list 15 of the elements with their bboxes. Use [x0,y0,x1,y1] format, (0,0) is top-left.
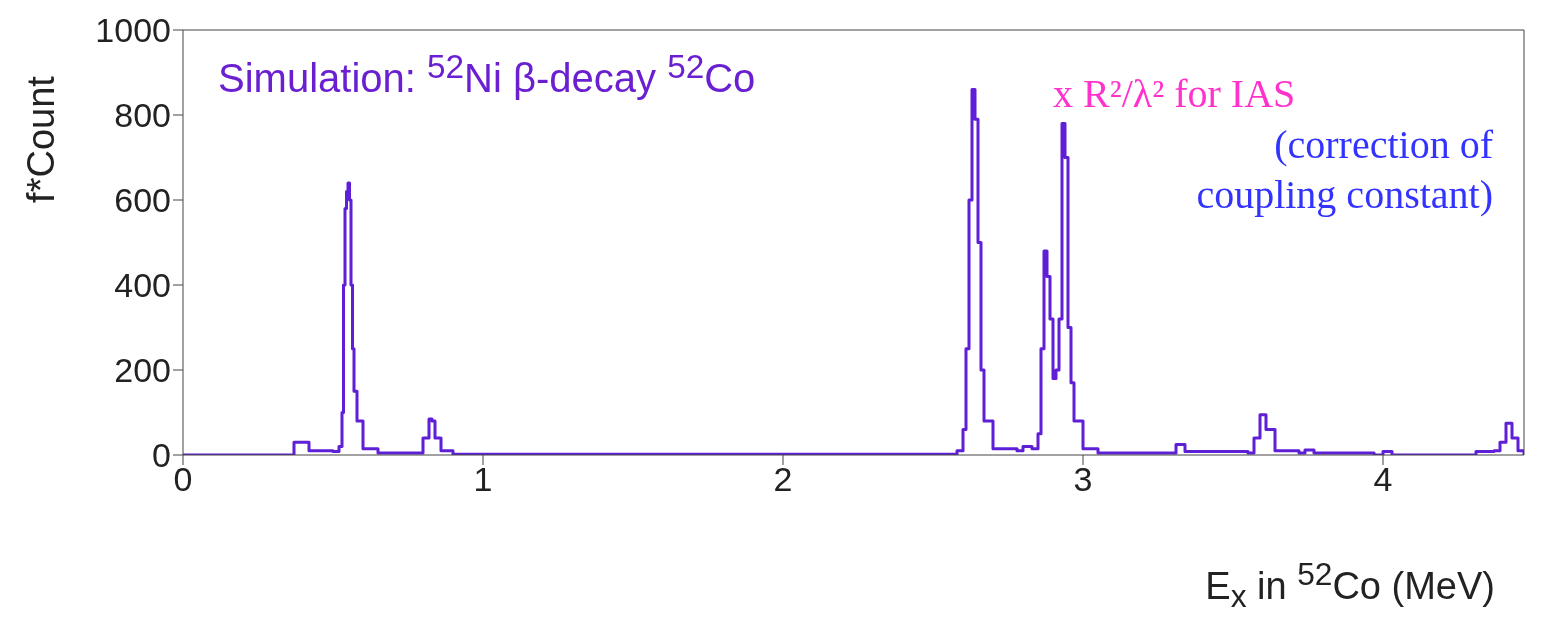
x-tick-label: 2 [773,460,793,499]
y-tick-label: 400 [114,266,171,305]
y-tick-label: 1000 [95,11,171,50]
y-tick-label: 200 [114,351,171,390]
y-tick-label: 0 [152,436,171,475]
y-tick-label: 600 [114,181,171,220]
y-tick-label: 800 [114,96,171,135]
x-tick-label: 4 [1373,460,1393,499]
annotation: (correction of coupling constant) [1195,121,1493,219]
x-axis-title: E$_{x}$ in $^{52}$Co (MeV) [1205,556,1495,616]
x-tick-label: 1 [473,460,493,499]
text: Simulation: $^{52}$Ni β-decay $^{52}$Co [218,48,756,102]
annotation: x R²/λ² for IAS [1053,70,1296,117]
x-tick-label: 3 [1073,460,1093,499]
y-axis-title: f*Count [19,76,63,203]
